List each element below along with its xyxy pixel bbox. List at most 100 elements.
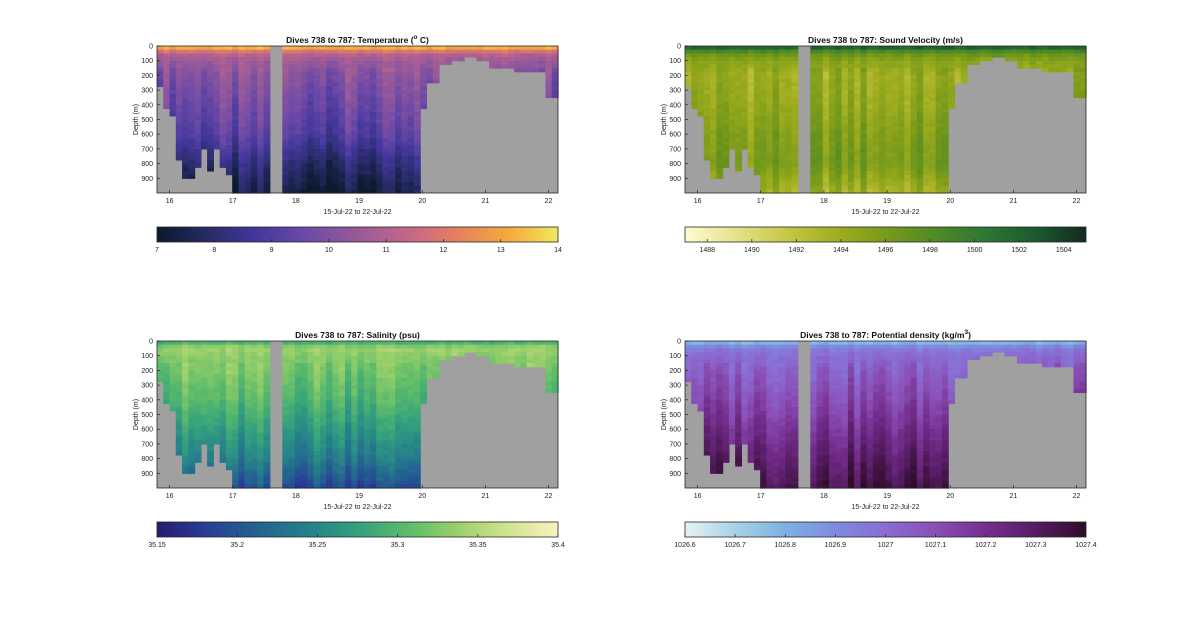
heatmap-cell xyxy=(388,108,396,113)
heatmap-cell xyxy=(395,465,402,471)
heatmap-cell xyxy=(407,108,415,113)
heatmap-cell xyxy=(225,126,233,132)
heatmap-cell xyxy=(885,112,893,117)
heatmap-cell xyxy=(163,57,171,62)
heatmap-cell xyxy=(188,440,196,445)
heatmap-cell xyxy=(941,82,949,88)
heatmap-cell xyxy=(294,355,302,360)
heatmap-cell xyxy=(332,115,340,121)
heatmap-cell xyxy=(741,115,749,121)
heatmap-cell xyxy=(785,64,793,69)
heatmap-cell xyxy=(716,148,724,154)
heatmap-cell xyxy=(376,112,384,117)
heatmap-cell xyxy=(545,79,553,84)
heatmap-cell xyxy=(175,341,183,346)
heatmap-cell xyxy=(526,344,534,349)
heatmap-cell xyxy=(182,71,189,76)
heatmap-cell xyxy=(157,79,164,84)
heatmap-cell xyxy=(810,185,818,190)
heatmap-cell xyxy=(395,178,402,183)
heatmap-cell xyxy=(854,53,862,58)
heatmap-cell xyxy=(495,49,503,54)
heatmap-cell xyxy=(413,344,421,349)
heatmap-cell xyxy=(810,97,818,102)
heatmap-cell xyxy=(282,407,290,412)
heatmap-cell xyxy=(382,46,390,51)
heatmap-cell xyxy=(219,370,227,375)
heatmap-cell xyxy=(163,348,171,353)
heatmap-cell xyxy=(370,462,377,467)
heatmap-cell xyxy=(445,60,453,65)
heatmap-cell xyxy=(175,64,183,69)
heatmap-cell xyxy=(847,163,855,168)
heatmap-cell xyxy=(307,64,315,69)
heatmap-cell xyxy=(753,75,761,80)
heatmap-cell xyxy=(207,64,214,69)
heatmap-cell xyxy=(898,93,905,99)
heatmap-cell xyxy=(263,355,271,360)
heatmap-cell xyxy=(1060,53,1068,58)
heatmap-cell xyxy=(401,53,409,58)
heatmap-cell xyxy=(941,75,949,80)
heatmap-cell xyxy=(282,480,290,485)
heatmap-cell xyxy=(872,159,880,165)
heatmap-cell xyxy=(307,71,315,76)
heatmap-cell xyxy=(816,178,824,183)
heatmap-cell xyxy=(351,473,359,478)
heatmap-cell xyxy=(219,421,227,427)
heatmap-cell xyxy=(973,53,981,58)
heatmap-cell xyxy=(332,49,340,54)
heatmap-cell xyxy=(213,421,221,427)
heatmap-cell xyxy=(445,49,453,54)
heatmap-cell xyxy=(338,115,346,121)
heatmap-cell xyxy=(188,388,196,394)
heatmap-cell xyxy=(829,185,836,190)
heatmap-cell xyxy=(338,97,346,102)
heatmap-cell xyxy=(539,359,547,364)
heatmap-cell xyxy=(326,366,334,371)
heatmap-cell xyxy=(376,90,384,95)
heatmap-cell xyxy=(370,60,377,65)
heatmap-cell xyxy=(747,130,755,135)
heatmap-cell xyxy=(407,410,415,416)
heatmap-cell xyxy=(207,377,214,383)
heatmap-cell xyxy=(257,82,265,88)
heatmap-cell xyxy=(376,181,384,187)
heatmap-cell xyxy=(163,49,171,54)
heatmap-cell xyxy=(263,181,271,187)
heatmap-cell xyxy=(532,341,540,346)
heatmap-cell xyxy=(307,57,315,62)
heatmap-cell xyxy=(520,363,528,368)
heatmap-cell xyxy=(307,341,315,346)
heatmap-cell xyxy=(395,462,402,467)
heatmap-cell xyxy=(163,344,171,349)
heatmap-cell xyxy=(438,341,446,346)
heatmap-cell xyxy=(357,104,365,110)
heatmap-cell xyxy=(1073,60,1081,65)
heatmap-cell xyxy=(307,152,315,157)
heatmap-cell xyxy=(357,185,365,190)
heatmap-cell xyxy=(182,134,189,139)
heatmap-cell xyxy=(244,392,252,397)
heatmap-cell xyxy=(760,60,768,65)
heatmap-cell xyxy=(835,115,843,121)
heatmap-cell xyxy=(395,71,402,76)
heatmap-cell xyxy=(238,181,246,187)
heatmap-cell xyxy=(966,49,974,54)
heatmap-cell xyxy=(778,60,786,65)
heatmap-cell xyxy=(420,57,428,62)
heatmap-cell xyxy=(244,436,252,441)
heatmap-cell xyxy=(432,341,440,346)
heatmap-cell xyxy=(313,366,321,371)
heatmap-cell xyxy=(935,126,943,132)
heatmap-cell xyxy=(294,396,302,401)
heatmap-cell xyxy=(200,399,208,405)
heatmap-cell xyxy=(829,130,836,135)
heatmap-cell xyxy=(344,152,352,157)
heatmap-cell xyxy=(395,86,402,91)
heatmap-cell xyxy=(257,115,265,121)
heatmap-cell xyxy=(691,71,699,76)
heatmap-cell xyxy=(691,64,699,69)
heatmap-cell xyxy=(929,141,937,146)
heatmap-cell xyxy=(376,432,384,438)
